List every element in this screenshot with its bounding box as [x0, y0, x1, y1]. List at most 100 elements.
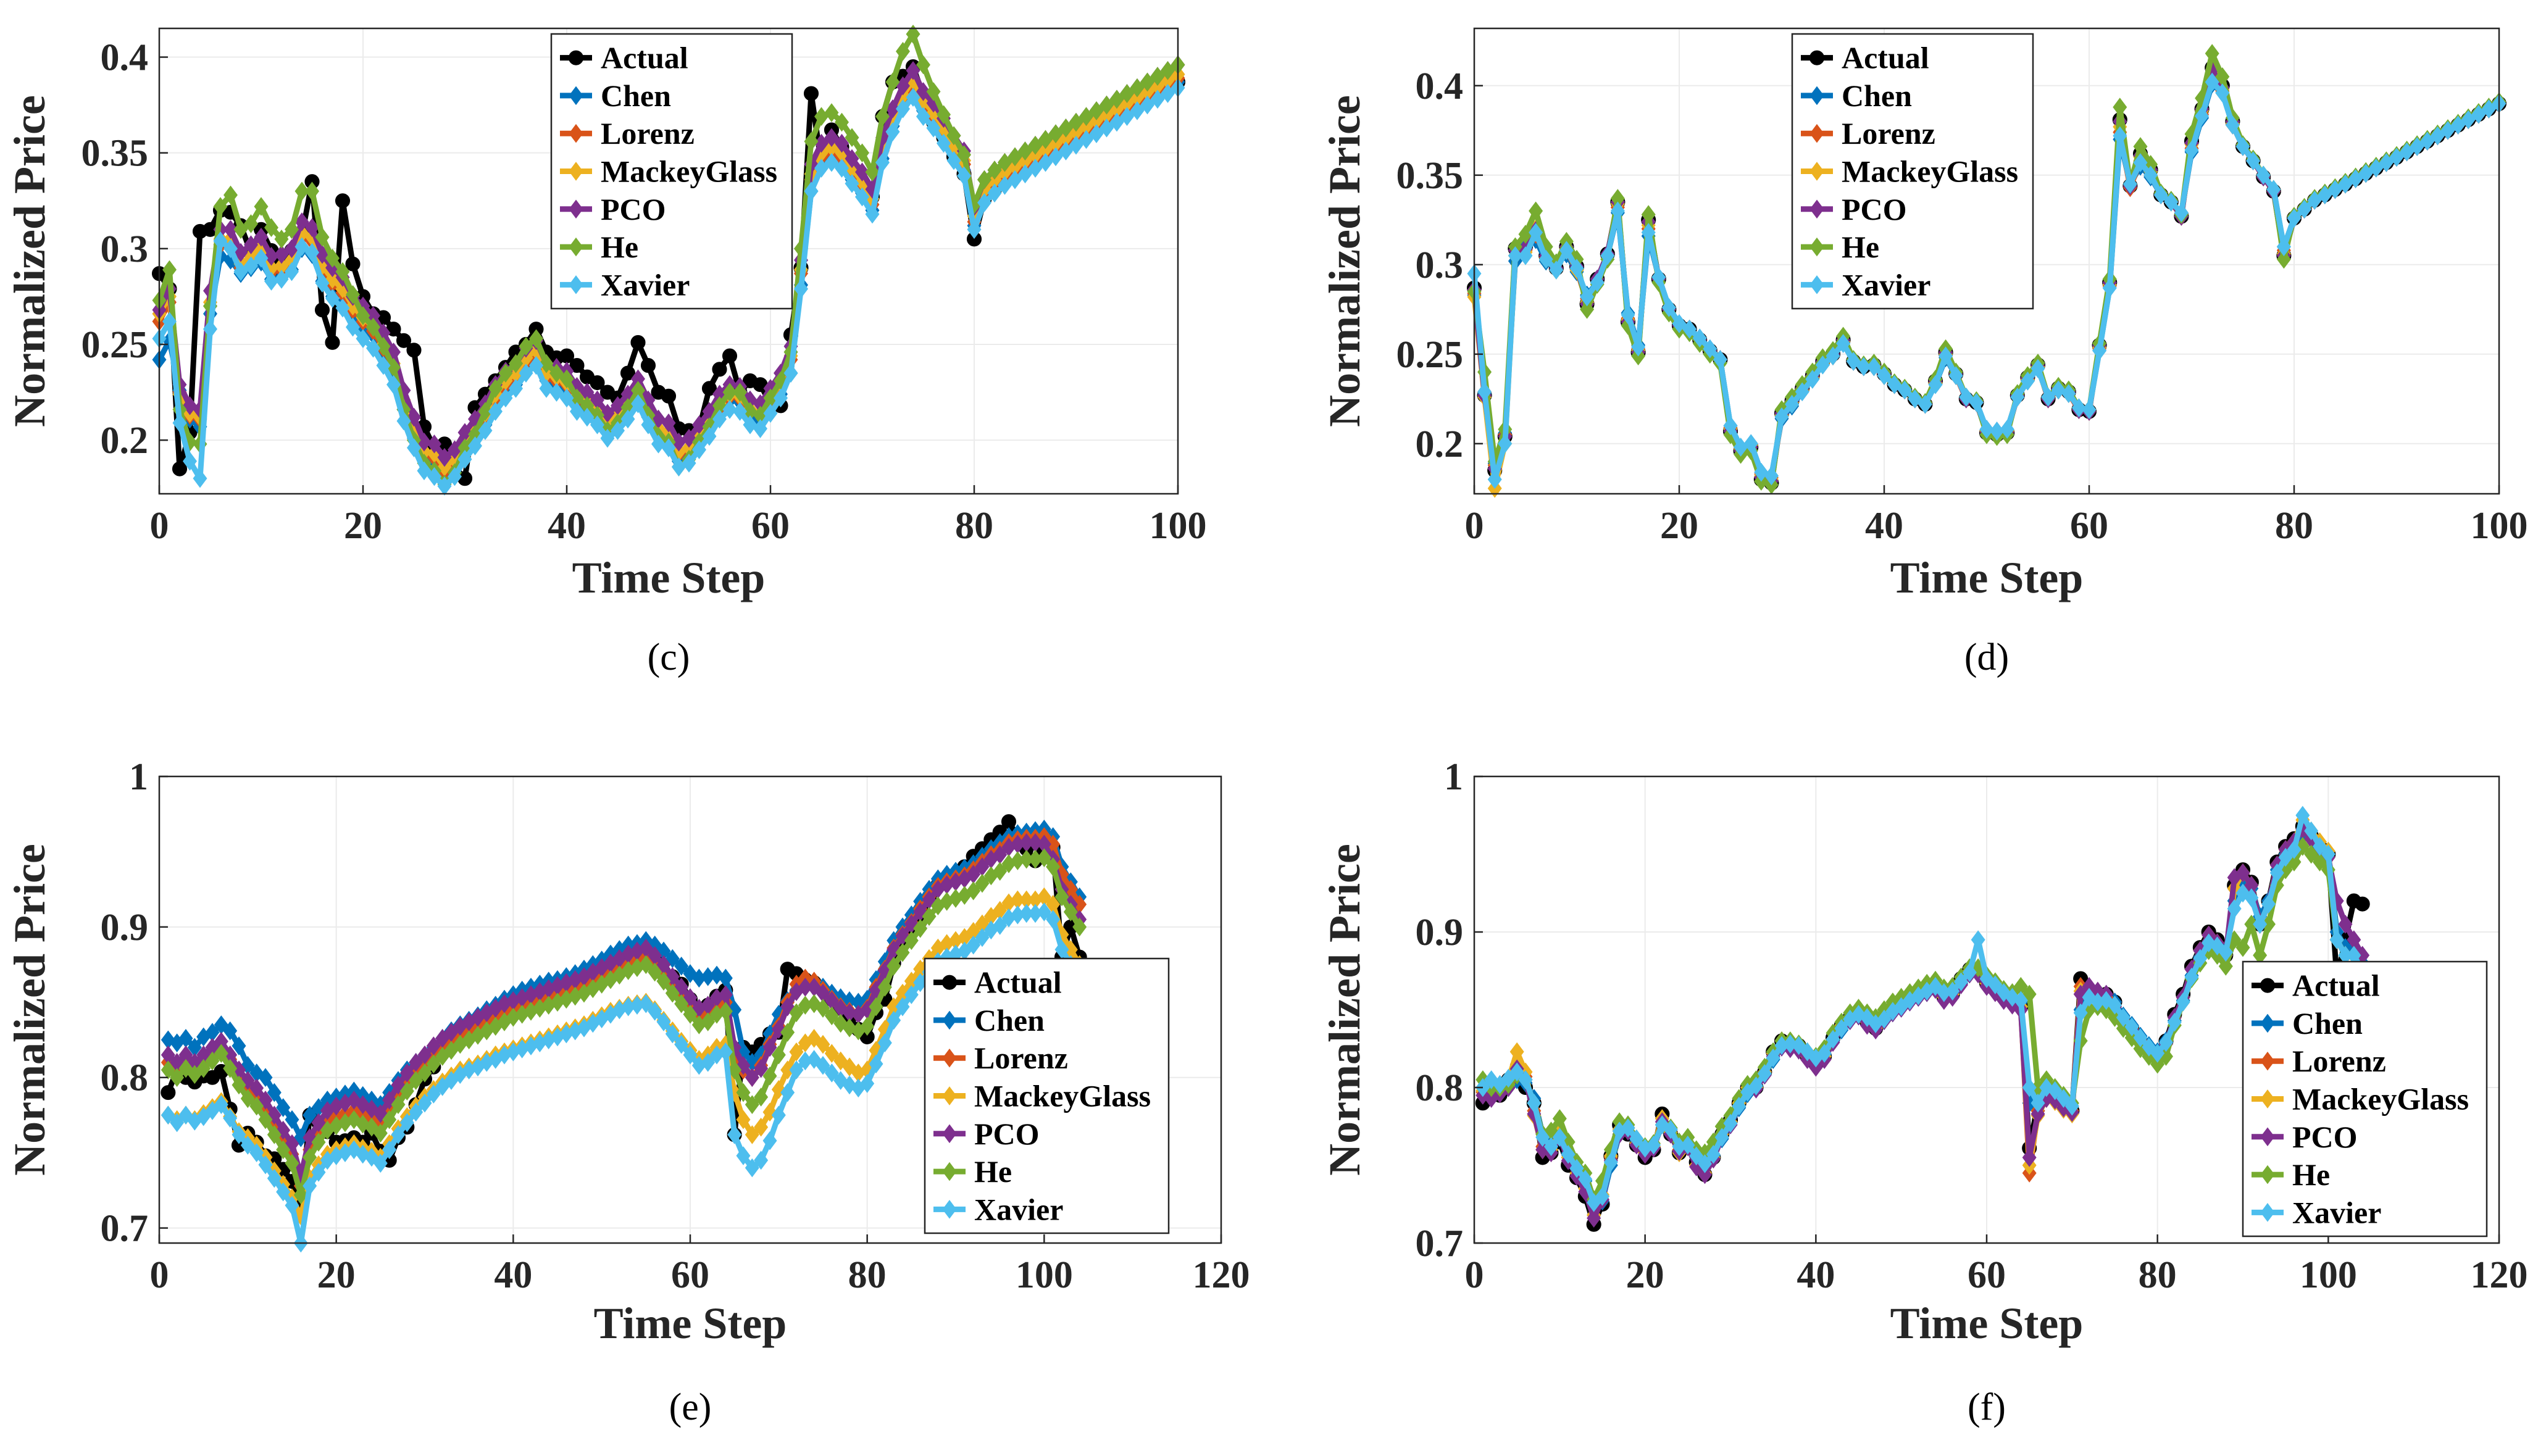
- data-point-xavier: [648, 1002, 662, 1021]
- data-point-xavier: [427, 467, 441, 486]
- data-point-pco: [244, 235, 258, 254]
- data-point-he: [916, 55, 930, 75]
- data-point-xavier: [2116, 1008, 2131, 1027]
- x-tick-label: 80: [2139, 1254, 2177, 1296]
- data-point-xavier: [753, 419, 767, 438]
- data-point-he: [162, 260, 177, 280]
- legend-marker: [569, 237, 583, 257]
- y-tick-label: 0.25: [1396, 334, 1464, 376]
- data-point-pco: [906, 60, 920, 80]
- data-point-xavier: [1672, 314, 1687, 333]
- data-point-xavier: [2073, 1003, 2088, 1023]
- x-tick-label: 40: [1797, 1254, 1835, 1296]
- data-point-he: [2150, 1054, 2165, 1074]
- data-point-he: [842, 1018, 857, 1038]
- data-point-xavier: [1569, 1159, 1584, 1178]
- data-point-xavier: [2082, 400, 2097, 420]
- data-point-xavier: [376, 356, 391, 375]
- data-point-xavier: [203, 319, 217, 339]
- data-point-xavier: [1661, 298, 1676, 317]
- data-point-actual: [712, 362, 727, 377]
- data-point-xavier: [2218, 942, 2233, 962]
- data-point-xavier: [1692, 328, 1707, 348]
- x-tick-label: 120: [2471, 1254, 2528, 1296]
- data-point-xavier: [774, 388, 788, 408]
- data-point-xavier: [701, 1053, 716, 1072]
- data-point-xavier: [1621, 305, 1635, 325]
- legend-label: MackeyGlass: [601, 154, 777, 189]
- data-point-he: [285, 220, 299, 239]
- data-point-xavier: [1689, 1146, 1704, 1166]
- data-point-actual: [345, 256, 361, 272]
- data-point-xavier: [1764, 466, 1779, 486]
- data-point-he: [267, 1125, 282, 1144]
- legend-label: Chen: [974, 1003, 1045, 1038]
- data-point-xavier: [1484, 1070, 1499, 1089]
- data-point-xavier: [869, 1054, 883, 1074]
- data-point-he: [966, 881, 981, 901]
- data-point-xavier: [794, 279, 808, 299]
- legend-marker: [942, 1162, 957, 1181]
- data-point-xavier: [824, 152, 839, 172]
- data-point-he: [1079, 107, 1093, 127]
- data-point-pco: [183, 396, 197, 415]
- data-point-xavier: [1713, 350, 1727, 369]
- data-point-he: [1046, 857, 1061, 876]
- legend-marker: [569, 275, 583, 294]
- data-point-pco: [427, 435, 441, 454]
- y-tick-label: 0.3: [101, 228, 149, 270]
- data-point-actual: [569, 358, 585, 373]
- data-point-he: [233, 220, 248, 239]
- legend-marker: [1809, 123, 1824, 143]
- data-point-xavier: [842, 1075, 857, 1095]
- data-point-xavier: [736, 1146, 751, 1165]
- data-point-he: [376, 336, 391, 356]
- data-point-xavier: [1856, 357, 1871, 376]
- legend-label: Lorenz: [974, 1041, 1068, 1075]
- data-point-he: [382, 1110, 397, 1129]
- data-point-he: [213, 197, 228, 216]
- data-point-xavier: [1549, 260, 1564, 280]
- data-point-xavier: [2010, 388, 2025, 407]
- legend-label: PCO: [974, 1117, 1040, 1151]
- data-point-xavier: [1703, 339, 1718, 359]
- data-point-pco: [391, 1075, 406, 1095]
- legend-marker: [942, 1048, 957, 1068]
- data-point-xavier: [1150, 89, 1165, 109]
- data-point-xavier: [1945, 981, 1960, 1001]
- data-point-he: [733, 383, 747, 402]
- y-axis-title: Normalized Price: [1320, 844, 1369, 1176]
- data-point-xavier: [733, 402, 747, 421]
- legend-marker: [2260, 1051, 2275, 1071]
- data-point-xavier: [763, 404, 778, 423]
- data-point-he: [745, 1095, 759, 1114]
- legend-marker: [1809, 86, 1824, 106]
- data-point-xavier: [1631, 337, 1646, 357]
- data-point-xavier: [1971, 930, 1985, 949]
- data-point-xavier: [549, 383, 564, 402]
- data-point-xavier: [824, 1063, 839, 1083]
- data-point-he: [285, 1154, 299, 1173]
- data-point-xavier: [1774, 407, 1789, 426]
- x-axis-title: Time Step: [572, 553, 766, 602]
- x-tick-label: 60: [2070, 505, 2108, 547]
- data-point-actual: [640, 358, 656, 373]
- chart-panel-0: 0 20 40 60 80 100 0.2 0.25 0.3 0.35 0.4 Time Step No…: [5, 24, 1207, 678]
- data-point-xavier: [1783, 1034, 1798, 1054]
- data-point-xavier: [1120, 107, 1134, 127]
- y-tick-label: 1: [129, 756, 148, 798]
- data-point-pco: [845, 149, 859, 168]
- data-point-he: [1130, 78, 1145, 98]
- y-tick-label: 0.8: [1416, 1067, 1464, 1109]
- data-point-he: [780, 1023, 795, 1042]
- x-tick-label: 20: [1626, 1254, 1664, 1296]
- x-tick-label: 120: [1193, 1254, 1250, 1296]
- data-point-he: [240, 1089, 255, 1109]
- data-point-xavier: [346, 317, 360, 337]
- data-point-xavier: [885, 122, 900, 141]
- data-point-he: [736, 1083, 751, 1102]
- data-point-he: [373, 1123, 388, 1143]
- data-point-he: [845, 128, 859, 148]
- data-point-xavier: [1038, 152, 1053, 172]
